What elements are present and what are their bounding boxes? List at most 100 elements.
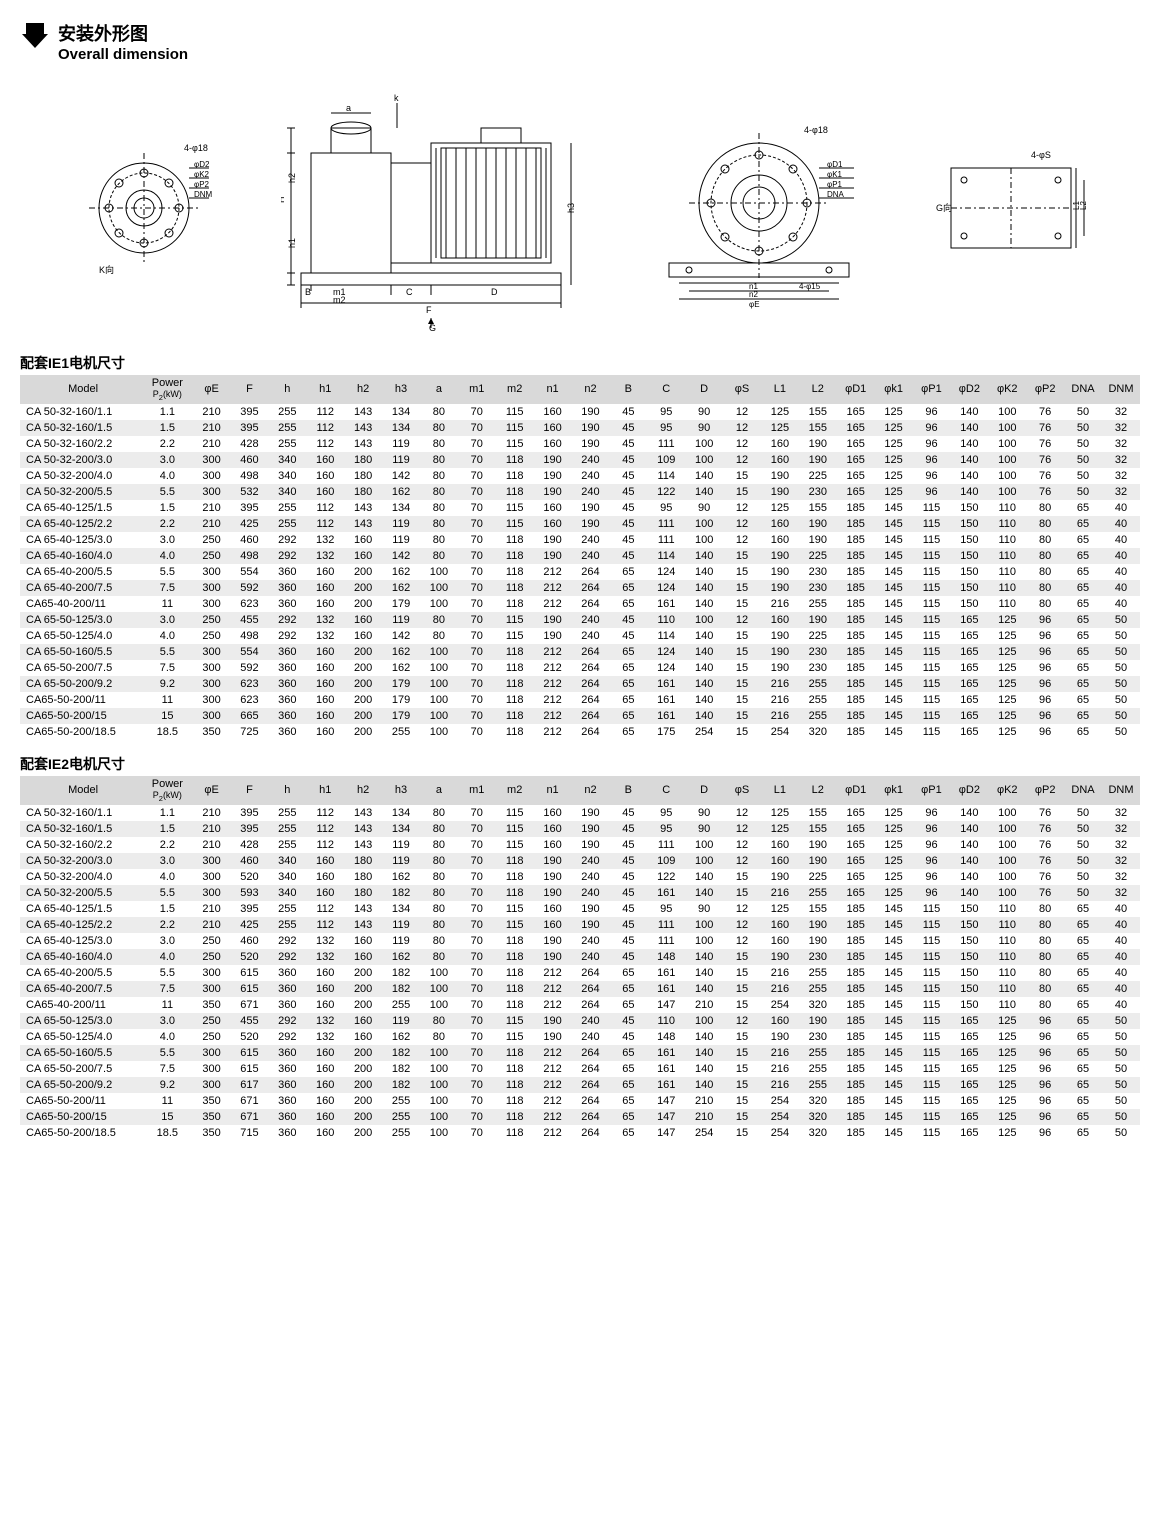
value-cell: 5.5 xyxy=(142,965,193,981)
value-cell: 145 xyxy=(875,660,913,676)
value-cell: 210 xyxy=(193,500,231,516)
value-cell: 150 xyxy=(950,901,988,917)
value-cell: 80 xyxy=(420,901,458,917)
value-cell: 118 xyxy=(496,1045,534,1061)
value-cell: 395 xyxy=(231,420,269,436)
value-cell: 70 xyxy=(458,965,496,981)
column-header: φE xyxy=(193,375,231,404)
value-cell: 340 xyxy=(268,484,306,500)
value-cell: 100 xyxy=(685,853,723,869)
value-cell: 190 xyxy=(534,532,572,548)
value-cell: 190 xyxy=(572,420,610,436)
value-cell: 96 xyxy=(913,837,951,853)
value-cell: 100 xyxy=(988,404,1026,420)
value-cell: 125 xyxy=(875,404,913,420)
value-cell: 70 xyxy=(458,468,496,484)
value-cell: 216 xyxy=(761,1061,799,1077)
value-cell: 216 xyxy=(761,1077,799,1093)
value-cell: 119 xyxy=(382,516,420,532)
value-cell: 40 xyxy=(1102,532,1140,548)
value-cell: 100 xyxy=(988,821,1026,837)
column-header: B xyxy=(609,776,647,805)
column-header: n1 xyxy=(534,776,572,805)
value-cell: 160 xyxy=(306,580,344,596)
value-cell: 76 xyxy=(1026,853,1064,869)
value-cell: 95 xyxy=(647,420,685,436)
value-cell: 250 xyxy=(193,628,231,644)
table-row: CA 65-50-125/3.03.0250455292132160119807… xyxy=(20,612,1140,628)
value-cell: 90 xyxy=(685,901,723,917)
value-cell: 112 xyxy=(306,805,344,821)
value-cell: 190 xyxy=(572,917,610,933)
value-cell: 212 xyxy=(534,1045,572,1061)
value-cell: 50 xyxy=(1102,612,1140,628)
column-header: DNM xyxy=(1102,776,1140,805)
value-cell: 70 xyxy=(458,628,496,644)
value-cell: 150 xyxy=(950,564,988,580)
value-cell: 3.0 xyxy=(142,612,193,628)
value-cell: 40 xyxy=(1102,981,1140,997)
value-cell: 112 xyxy=(306,821,344,837)
value-cell: 255 xyxy=(799,885,837,901)
value-cell: 225 xyxy=(799,628,837,644)
value-cell: 3.0 xyxy=(142,1013,193,1029)
value-cell: 70 xyxy=(458,644,496,660)
model-cell: CA 50-32-160/1.5 xyxy=(20,821,142,837)
value-cell: 80 xyxy=(420,420,458,436)
value-cell: 50 xyxy=(1102,1045,1140,1061)
value-cell: 360 xyxy=(268,965,306,981)
value-cell: 255 xyxy=(268,917,306,933)
value-cell: 100 xyxy=(988,869,1026,885)
value-cell: 45 xyxy=(609,1013,647,1029)
value-cell: 76 xyxy=(1026,452,1064,468)
value-cell: 350 xyxy=(193,1125,231,1141)
value-cell: 4.0 xyxy=(142,468,193,484)
value-cell: 11 xyxy=(142,997,193,1013)
column-header: h1 xyxy=(306,776,344,805)
value-cell: 161 xyxy=(647,596,685,612)
value-cell: 115 xyxy=(496,917,534,933)
table-row: CA 65-50-160/5.55.5300615360160200182100… xyxy=(20,1045,1140,1061)
value-cell: 118 xyxy=(496,1109,534,1125)
value-cell: 50 xyxy=(1064,404,1102,420)
value-cell: 264 xyxy=(572,692,610,708)
value-cell: 190 xyxy=(761,468,799,484)
column-header: φP2 xyxy=(1026,375,1064,404)
value-cell: 212 xyxy=(534,660,572,676)
value-cell: 110 xyxy=(988,516,1026,532)
value-cell: 45 xyxy=(609,949,647,965)
value-cell: 165 xyxy=(950,1061,988,1077)
value-cell: 96 xyxy=(913,436,951,452)
value-cell: 70 xyxy=(458,692,496,708)
value-cell: 165 xyxy=(837,837,875,853)
value-cell: 212 xyxy=(534,564,572,580)
value-cell: 216 xyxy=(761,965,799,981)
value-cell: 190 xyxy=(761,628,799,644)
value-cell: 210 xyxy=(193,821,231,837)
value-cell: 147 xyxy=(647,997,685,1013)
value-cell: 498 xyxy=(231,468,269,484)
value-cell: 70 xyxy=(458,1061,496,1077)
model-cell: CA65-40-200/11 xyxy=(20,997,142,1013)
value-cell: 50 xyxy=(1102,724,1140,740)
value-cell: 165 xyxy=(950,1013,988,1029)
value-cell: 165 xyxy=(837,404,875,420)
value-cell: 140 xyxy=(950,484,988,500)
column-header: F xyxy=(231,375,269,404)
value-cell: 112 xyxy=(306,516,344,532)
value-cell: 110 xyxy=(988,564,1026,580)
value-cell: 292 xyxy=(268,628,306,644)
value-cell: 100 xyxy=(685,436,723,452)
value-cell: 1.5 xyxy=(142,901,193,917)
value-cell: 165 xyxy=(950,1109,988,1125)
model-cell: CA 50-32-200/5.5 xyxy=(20,484,142,500)
value-cell: 300 xyxy=(193,692,231,708)
value-cell: 80 xyxy=(1026,564,1064,580)
value-cell: 118 xyxy=(496,965,534,981)
value-cell: 15 xyxy=(723,1045,761,1061)
value-cell: 1.5 xyxy=(142,420,193,436)
value-cell: 255 xyxy=(382,1109,420,1125)
value-cell: 100 xyxy=(685,933,723,949)
value-cell: 240 xyxy=(572,949,610,965)
svg-text:φD1: φD1 xyxy=(827,160,843,169)
